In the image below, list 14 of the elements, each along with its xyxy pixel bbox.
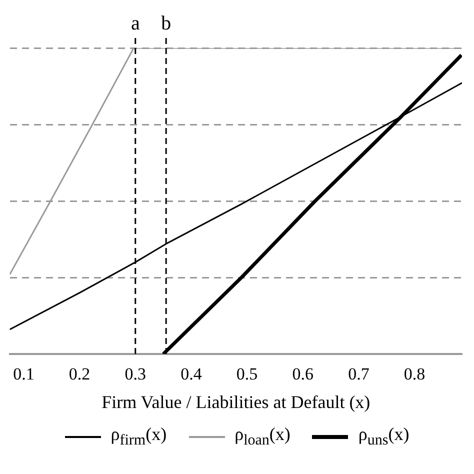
ref-line-label: a xyxy=(130,12,140,34)
x-tick-label: 0.4 xyxy=(180,364,202,384)
x-tick-label: 0.5 xyxy=(236,364,258,384)
ref-line-label: b xyxy=(161,12,172,34)
x-tick-label: 0.6 xyxy=(292,364,314,384)
legend-label: ρ$_{loan}$(x) xyxy=(234,424,290,450)
x-axis-title: Firm Value / Liabilities at Default (x) xyxy=(102,392,370,412)
legend-label: ρ$_{uns}$(x) xyxy=(358,424,410,450)
x-tick-label: 0.7 xyxy=(348,364,370,384)
x-tick-label: 0.1 xyxy=(13,364,34,384)
x-tick-label: 0.3 xyxy=(124,364,146,384)
x-tick-label: 0.8 xyxy=(404,364,426,384)
legend-label: ρ$_{firm}$(x) xyxy=(110,424,167,450)
x-tick-label: 0.2 xyxy=(68,364,90,384)
